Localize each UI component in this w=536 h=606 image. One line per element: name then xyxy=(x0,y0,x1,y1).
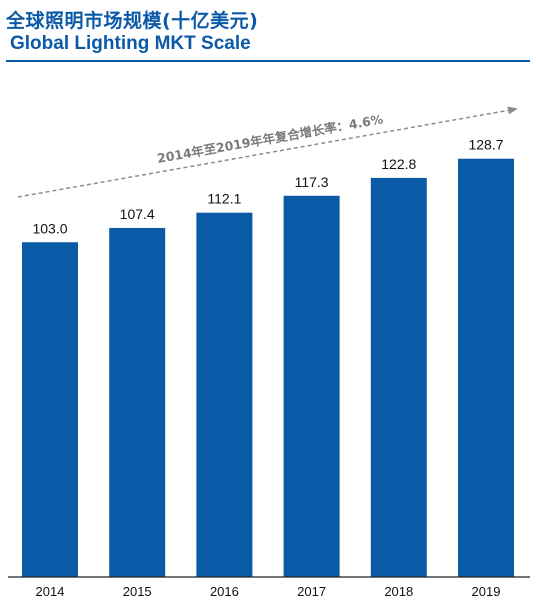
bar-2017 xyxy=(283,195,340,577)
x-tick-label-2016: 2016 xyxy=(210,584,239,599)
x-tick-label-2015: 2015 xyxy=(123,584,152,599)
bar-2019 xyxy=(458,158,514,577)
cagr-trend-arrow xyxy=(17,106,518,198)
bar-2014 xyxy=(22,242,78,577)
x-tick-label-2017: 2017 xyxy=(297,584,326,599)
x-tick-label-2019: 2019 xyxy=(472,584,501,599)
title-divider xyxy=(6,60,530,62)
chart-subtitle: Global Lighting MKT Scale xyxy=(10,33,251,54)
value-label-2016: 112.1 xyxy=(207,191,241,207)
value-label-2015: 107.4 xyxy=(120,206,155,222)
bar-2015 xyxy=(109,227,166,577)
value-label-2018: 122.8 xyxy=(381,156,416,172)
x-tick-label-2014: 2014 xyxy=(36,584,65,599)
bar-2016 xyxy=(196,212,253,578)
x-tick-label-2018: 2018 xyxy=(384,584,413,599)
value-label-2017: 117.3 xyxy=(295,174,329,190)
chart-title: 全球照明市场规模(十亿美元) xyxy=(6,10,259,32)
value-label-2014: 103.0 xyxy=(32,220,67,236)
bar-2018 xyxy=(370,177,427,577)
value-label-2019: 128.7 xyxy=(468,137,503,153)
